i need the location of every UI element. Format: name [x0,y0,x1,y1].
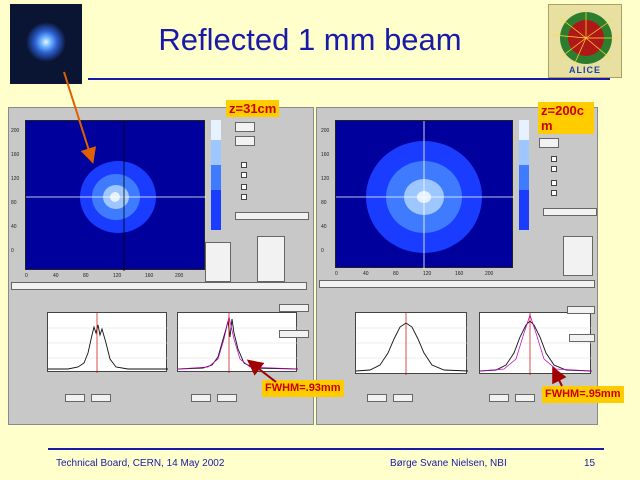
title-divider [88,78,610,80]
checkbox-left-1[interactable] [241,162,247,168]
footer-divider [48,448,604,450]
alice-logo: ALICE [548,4,622,78]
y-profile-curve-left [178,313,298,373]
status-bar-left [11,282,307,290]
checkbox-right-4[interactable] [551,190,557,196]
y-profile-curve-right [480,313,592,375]
x-profile-curve-left [48,313,168,373]
y-axis-ticks-right: 200 160 120 80 40 0 [321,128,330,254]
checkbox-right-3[interactable] [551,180,557,186]
z-label-right: z=200cm [538,102,594,134]
z-label-left: z=31cm [226,100,280,117]
checkbox-right-1[interactable] [551,156,557,162]
svg-text:40: 40 [321,224,327,230]
svg-text:120: 120 [113,273,122,279]
checkbox-left-4[interactable] [241,194,247,200]
alice-logo-graphic [552,10,619,66]
logo-text: ALICE [569,65,601,75]
svg-text:200: 200 [321,128,330,134]
svg-text:40: 40 [363,271,369,277]
param-field-right-2[interactable] [393,394,413,402]
svg-text:160: 160 [455,271,464,277]
file-path-field-left[interactable] [235,212,309,220]
result-field-right[interactable] [569,334,595,342]
beam-image-left [25,120,206,271]
svg-text:200: 200 [175,273,184,279]
x-axis-ticks-right: 0 40 80 120 160 200 [335,271,494,277]
fwhm-field-left[interactable] [279,304,309,312]
checkbox-left-2[interactable] [241,172,247,178]
svg-text:80: 80 [321,200,327,206]
page-number: 15 [584,458,596,469]
svg-text:120: 120 [423,271,432,277]
slide-title: Reflected 1 mm beam [158,22,462,57]
fwhm-label-right: FWHM=.95mm [542,386,624,403]
param-field-right-4[interactable] [515,394,535,402]
settings-box-left-1[interactable] [205,242,231,282]
footer-author: Børge Svane Nielsen, NBI [390,458,507,469]
beam-profile-right [336,121,514,269]
y-axis-ticks-left: 200 160 120 80 40 0 [11,128,20,254]
svg-text:0: 0 [335,271,338,277]
file-path-field-right[interactable] [543,208,597,216]
param-field-left-3[interactable] [191,394,211,402]
svg-text:0: 0 [321,248,324,254]
y-profile-plot-left [177,312,298,373]
fwhm-label-left: FWHM=.93mm [262,380,344,397]
beam-image-right [335,120,514,269]
color-scale-left [211,120,221,230]
beam-spot-photo [10,4,82,84]
x-profile-plot-right [355,312,468,375]
camera-panel-right: 200 160 120 80 40 0 0 40 80 120 160 200 [316,107,598,425]
result-field-left[interactable] [279,330,309,338]
settings-box-left-2[interactable] [257,236,285,282]
x-profile-curve-right [356,313,468,375]
svg-text:200: 200 [485,271,494,277]
svg-text:0: 0 [11,248,14,254]
param-field-left-4[interactable] [217,394,237,402]
control-field-left-2[interactable] [235,136,255,146]
camera-panel-left: 200 160 120 80 40 0 0 40 80 120 160 200 [8,107,314,425]
svg-text:120: 120 [11,176,20,182]
svg-text:120: 120 [321,176,330,182]
param-field-left-1[interactable] [65,394,85,402]
beam-profile-left [26,121,206,271]
svg-text:80: 80 [83,273,89,279]
svg-text:40: 40 [11,224,17,230]
footer-event: Technical Board, CERN, 14 May 2002 [56,458,225,469]
param-field-right-3[interactable] [489,394,509,402]
svg-text:200: 200 [11,128,20,134]
param-field-right-1[interactable] [367,394,387,402]
svg-text:160: 160 [145,273,154,279]
beam-spot-graphic [10,4,82,84]
svg-text:0: 0 [25,273,28,279]
fwhm-field-right[interactable] [567,306,595,314]
color-scale-right [519,120,529,230]
checkbox-right-2[interactable] [551,166,557,172]
x-profile-plot-left [47,312,168,373]
svg-text:160: 160 [321,152,330,158]
svg-text:40: 40 [53,273,59,279]
y-profile-plot-right [479,312,592,375]
svg-text:80: 80 [393,271,399,277]
x-axis-ticks-left: 0 40 80 120 160 200 [25,273,184,279]
checkbox-left-3[interactable] [241,184,247,190]
settings-box-right[interactable] [563,236,593,276]
svg-text:160: 160 [11,152,20,158]
control-field-left-1[interactable] [235,122,255,132]
param-field-left-2[interactable] [91,394,111,402]
status-bar-right [319,280,595,288]
svg-text:80: 80 [11,200,17,206]
control-field-right-1[interactable] [539,138,559,148]
